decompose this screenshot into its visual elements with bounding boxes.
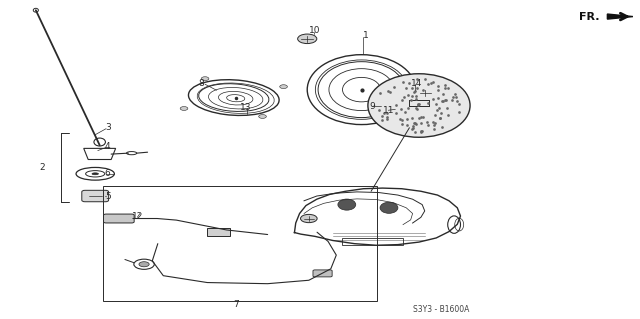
Ellipse shape <box>380 202 398 213</box>
Text: 2: 2 <box>39 163 45 172</box>
Circle shape <box>201 77 209 81</box>
Circle shape <box>180 107 188 110</box>
Circle shape <box>422 100 435 107</box>
Text: 10: 10 <box>308 26 320 35</box>
Text: 7: 7 <box>233 300 239 309</box>
Text: 8: 8 <box>198 79 204 88</box>
Bar <box>103 187 378 301</box>
Bar <box>207 228 230 236</box>
Text: 4: 4 <box>105 142 111 151</box>
FancyBboxPatch shape <box>313 270 332 277</box>
Text: 3: 3 <box>105 123 111 132</box>
Bar <box>342 238 403 245</box>
Text: 12: 12 <box>132 211 143 220</box>
Text: 9: 9 <box>370 102 376 111</box>
Ellipse shape <box>368 74 470 137</box>
Text: 13: 13 <box>239 103 251 112</box>
Circle shape <box>298 34 317 44</box>
FancyBboxPatch shape <box>104 214 134 223</box>
Text: 11: 11 <box>383 106 394 115</box>
Polygon shape <box>607 14 633 19</box>
Text: 6: 6 <box>105 169 111 178</box>
Circle shape <box>301 214 317 223</box>
Ellipse shape <box>92 173 99 175</box>
Circle shape <box>280 85 287 89</box>
Text: 1: 1 <box>364 31 369 40</box>
Text: S3Y3 - B1600A: S3Y3 - B1600A <box>413 305 469 314</box>
Text: 5: 5 <box>105 191 111 201</box>
Text: FR.: FR. <box>579 11 599 22</box>
FancyBboxPatch shape <box>82 190 109 202</box>
Circle shape <box>259 115 266 118</box>
Circle shape <box>417 89 434 97</box>
Text: 14: 14 <box>411 79 422 88</box>
Circle shape <box>139 262 149 267</box>
Ellipse shape <box>338 199 356 210</box>
